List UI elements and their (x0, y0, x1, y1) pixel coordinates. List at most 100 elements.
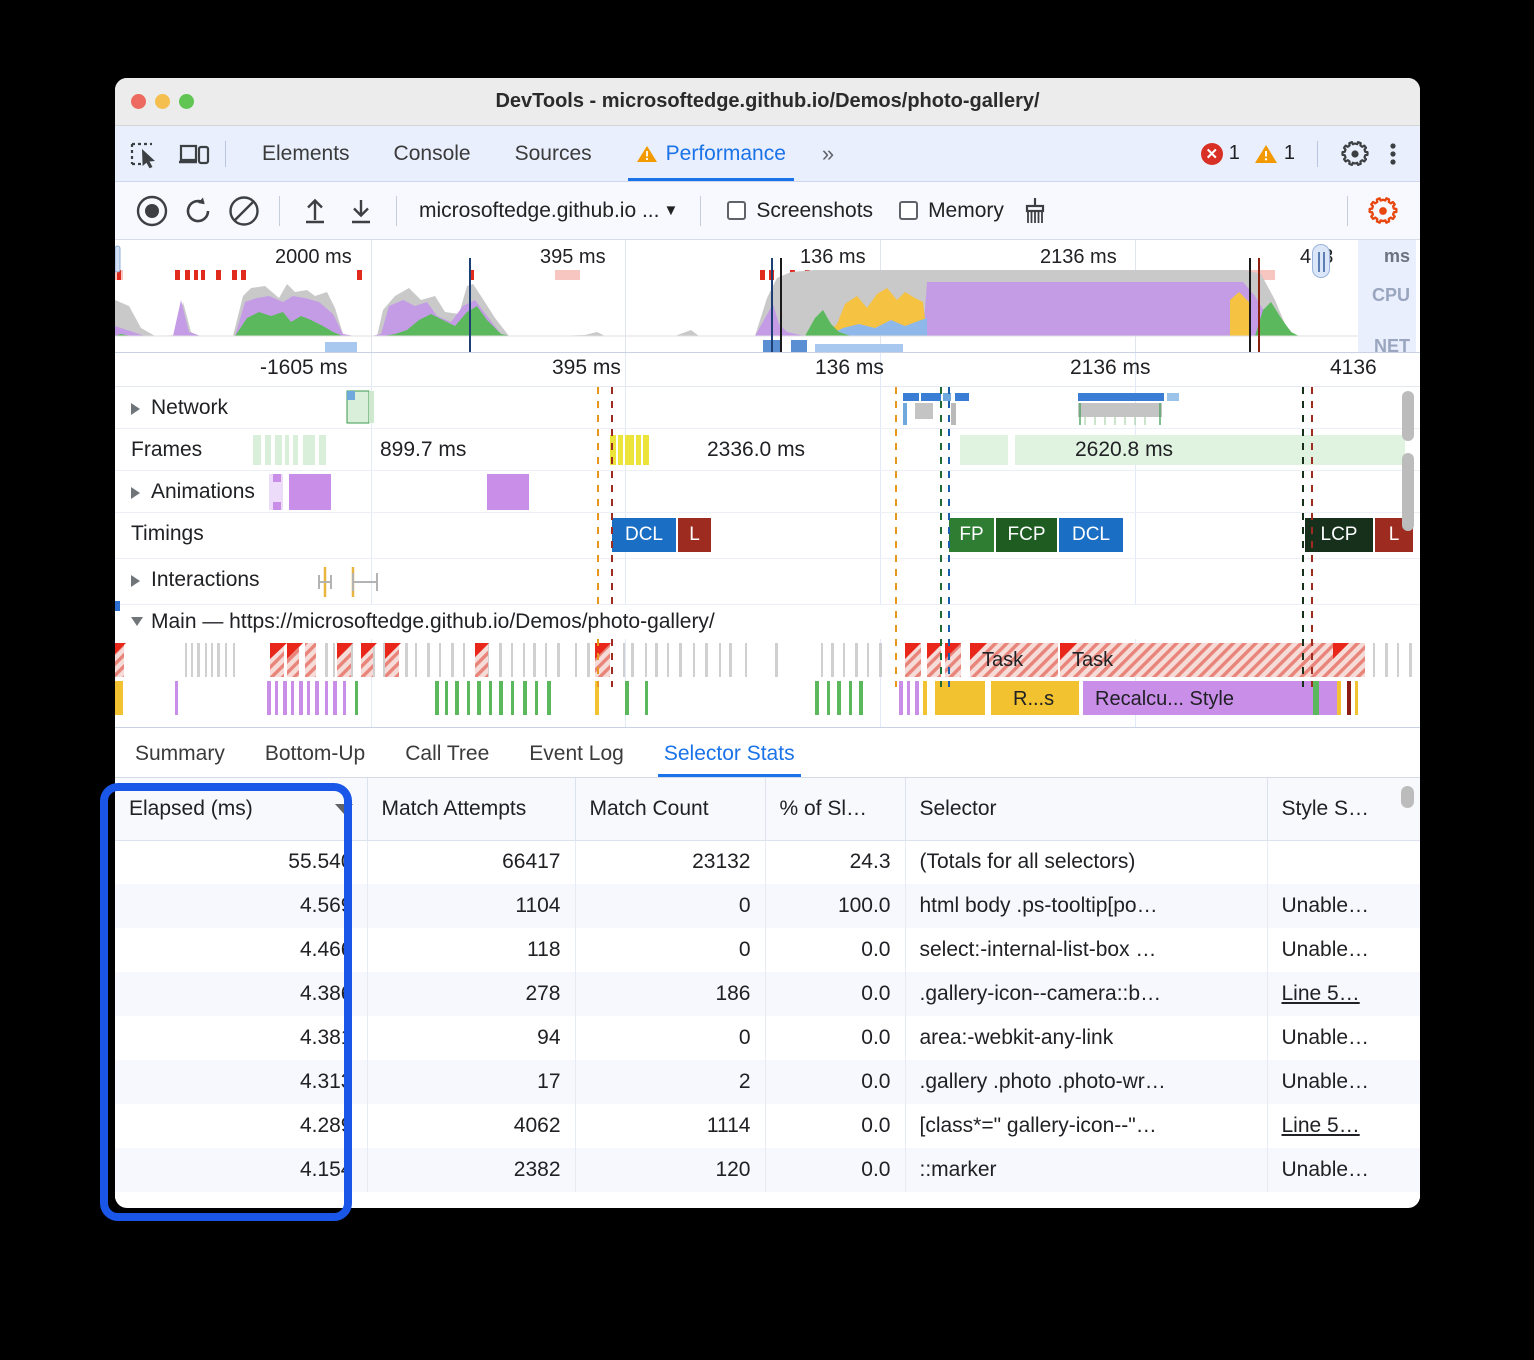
frame-duration-label: 2620.8 ms (1075, 438, 1174, 461)
maximize-window-button[interactable] (179, 94, 194, 109)
close-window-button[interactable] (131, 94, 146, 109)
more-panels-icon[interactable]: » (821, 140, 835, 166)
overview-window-right-handle[interactable] (1312, 244, 1330, 278)
timeline-tracks[interactable]: -1605 ms 395 ms 136 ms 2136 ms 4136 Netw… (115, 353, 1420, 728)
table-row[interactable]: 4.154 2382 120 0.0 ::marker Unable… (115, 1148, 1420, 1192)
timeline-ruler-mark: 395 ms (552, 356, 621, 379)
selector-stats-grid[interactable]: Elapsed (ms) Match Attempts Match Count … (115, 778, 1420, 1199)
column-header-match-attempts[interactable]: Match Attempts (367, 778, 576, 841)
tab-selector-stats[interactable]: Selector Stats (644, 742, 815, 777)
gear-icon[interactable] (1340, 139, 1374, 169)
table-row[interactable]: 4.386 278 186 0.0 .gallery-icon--camera:… (115, 972, 1420, 1016)
cell-pct: 100.0 (765, 884, 906, 928)
tab-elements[interactable]: Elements (240, 126, 372, 181)
tab-call-tree[interactable]: Call Tree (385, 742, 509, 777)
table-row[interactable]: 4.381 94 0 0.0 area:-webkit-any-link Una… (115, 1016, 1420, 1060)
expand-arrow-icon[interactable] (131, 487, 140, 499)
track-interactions[interactable]: Interactions (115, 559, 1420, 605)
grid-scrollbar[interactable] (1401, 786, 1414, 808)
device-toolbar-icon[interactable] (177, 139, 211, 169)
timing-marker-dcl[interactable]: DCL (612, 518, 676, 552)
cell-stylesheet-link[interactable]: Line 5… (1267, 972, 1420, 1016)
timing-marker-lcp[interactable]: LCP (1305, 518, 1373, 552)
track-network[interactable]: Network (115, 387, 1420, 429)
warning-count-badge[interactable]: 1 (1254, 142, 1295, 165)
track-main-header[interactable]: Main — https://microsoftedge.github.io/D… (115, 601, 1420, 639)
timing-marker-fp[interactable]: FP (949, 518, 994, 552)
panel-tabs: Elements Console Sources Performance (240, 126, 808, 181)
cell-match-count: 23132 (575, 840, 766, 884)
table-row[interactable]: 4.289 4062 1114 0.0 [class*=" gallery-ic… (115, 1104, 1420, 1148)
upload-profile-icon[interactable] (292, 191, 338, 231)
timing-marker-l[interactable]: L (678, 518, 711, 552)
minimize-window-button[interactable] (155, 94, 170, 109)
expand-arrow-icon[interactable] (131, 403, 140, 415)
table-row[interactable]: 4.313 17 2 0.0 .gallery .photo .photo-wr… (115, 1060, 1420, 1104)
inspect-element-icon[interactable] (129, 139, 163, 169)
track-timings[interactable]: Timings DCL L FP FCP DCL LCP L (115, 513, 1420, 559)
error-count-badge[interactable]: ✕ 1 (1200, 142, 1240, 165)
column-header-style-sheet[interactable]: Style S… (1267, 778, 1420, 841)
cell-stylesheet-link[interactable]: Line 5… (1267, 1104, 1420, 1148)
tab-performance[interactable]: Performance (614, 126, 808, 181)
cell-stylesheet: Unable… (1267, 1148, 1420, 1192)
timing-marker-fcp[interactable]: FCP (996, 518, 1057, 552)
column-header-elapsed[interactable]: Elapsed (ms) (115, 778, 368, 841)
cell-match-count: 186 (575, 972, 766, 1016)
table-row[interactable]: 55.540 66417 23132 24.3 (Totals for all … (115, 840, 1420, 884)
tab-bottom-up[interactable]: Bottom-Up (245, 742, 385, 777)
table-header-row: Elapsed (ms) Match Attempts Match Count … (115, 778, 1420, 841)
tab-sources[interactable]: Sources (493, 126, 614, 181)
timing-label: FCP (1007, 524, 1046, 545)
tabbar-right-actions: ✕ 1 1 (1200, 139, 1420, 169)
tab-label: Event Log (529, 742, 624, 765)
column-header-selector[interactable]: Selector (905, 778, 1268, 841)
track-label: Animations (151, 480, 255, 503)
timeline-overview[interactable]: 2000 ms 395 ms 136 ms 2136 ms 413 (115, 240, 1420, 353)
tab-summary[interactable]: Summary (115, 742, 245, 777)
tab-event-log[interactable]: Event Log (509, 742, 644, 777)
track-label: Frames (131, 438, 203, 461)
collect-garbage-icon[interactable] (1012, 191, 1058, 231)
traffic-lights (115, 94, 194, 109)
overview-ruler-mark: 395 ms (540, 246, 606, 268)
tab-console[interactable]: Console (372, 126, 493, 181)
flame-chart[interactable]: Task Task (115, 639, 1420, 717)
timing-marker-dcl-2[interactable]: DCL (1059, 518, 1123, 552)
memory-checkbox[interactable]: Memory (899, 199, 1004, 223)
track-frames[interactable]: Frames 899.7 ms 2336.0 ms 2620.8 ms (115, 429, 1420, 471)
main-track-label: Main — https://microsoftedge.github.io/D… (151, 610, 725, 634)
track-animations[interactable]: Animations (115, 471, 1420, 513)
reload-record-icon[interactable] (175, 191, 221, 231)
cell-selector: select:-internal-list-box … (905, 928, 1268, 972)
table-row[interactable]: 4.569 1104 0 100.0 html body .ps-tooltip… (115, 884, 1420, 928)
record-icon[interactable] (129, 191, 175, 231)
timeline-scrollbar-top[interactable] (1402, 391, 1414, 441)
kebab-menu-icon[interactable] (1382, 139, 1404, 169)
cell-match-attempts: 94 (367, 1016, 576, 1060)
table-row[interactable]: 4.466 118 0 0.0 select:-internal-list-bo… (115, 928, 1420, 972)
chevron-down-icon: ▼ (663, 202, 679, 219)
screenshots-checkbox[interactable]: Screenshots (727, 199, 873, 223)
toolbar-divider-2 (396, 195, 397, 226)
clear-icon[interactable] (221, 191, 267, 231)
expand-arrow-icon[interactable] (131, 575, 140, 587)
target-page-label: microsoftedge.github.io ... (419, 198, 660, 222)
svg-text:Recalcu... Style: Recalcu... Style (1095, 688, 1234, 710)
cell-match-attempts: 1104 (367, 884, 576, 928)
cell-elapsed: 4.154 (115, 1148, 368, 1192)
timing-label: DCL (624, 524, 663, 545)
column-header-match-count[interactable]: Match Count (575, 778, 766, 841)
cell-pct: 0.0 (765, 972, 906, 1016)
toolbar-divider-3 (700, 195, 702, 226)
timeline-scrollbar-bottom[interactable] (1402, 453, 1414, 531)
target-page-select[interactable]: microsoftedge.github.io ... ▼ (409, 199, 688, 223)
cell-stylesheet: Unable… (1267, 1060, 1420, 1104)
download-profile-icon[interactable] (338, 191, 384, 231)
tabbar-divider (225, 140, 226, 167)
collapse-arrow-icon[interactable] (131, 617, 143, 626)
capture-settings-icon[interactable] (1360, 191, 1406, 231)
column-header-pct-of-slow[interactable]: % of Sl… (765, 778, 906, 841)
cell-stylesheet: Unable… (1267, 928, 1420, 972)
sort-descending-icon (334, 803, 353, 814)
